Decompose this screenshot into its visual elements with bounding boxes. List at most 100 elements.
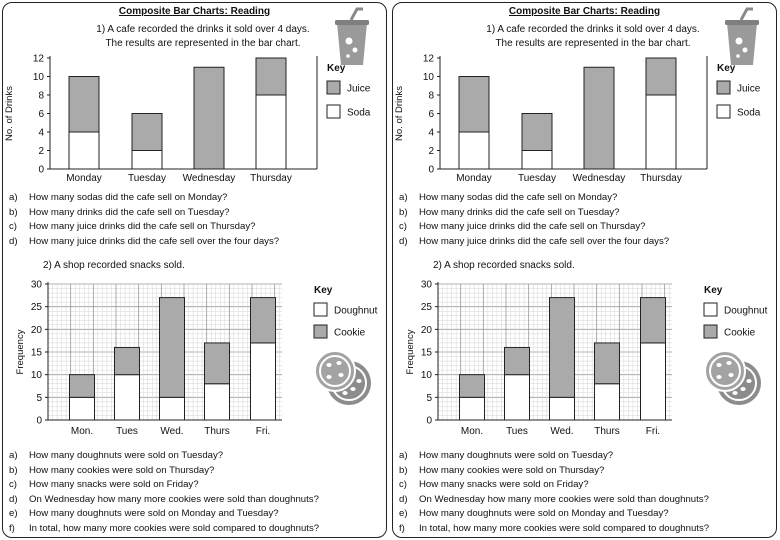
- q1-question: b) How many drinks did the cafe sell on T…: [399, 206, 620, 218]
- bar-doughnut: [549, 396, 575, 421]
- cup-body: [727, 23, 757, 65]
- q2-question-list: a) How many doughnuts were sold on Tuesda…: [9, 449, 319, 537]
- legend-swatch: [703, 302, 718, 317]
- cup-body: [337, 23, 367, 65]
- q1-intro-line2: The results are represented in the bar c…: [495, 38, 691, 49]
- q2-question: d) On Wednesday how many more cookies wer…: [399, 493, 709, 505]
- q1-intro: 1) A cafe recorded the drinks it sold ov…: [53, 23, 353, 51]
- drink-cup-icon: [335, 7, 369, 65]
- legend-swatch: [716, 104, 731, 119]
- q2-question: a) How many doughnuts were sold on Tuesda…: [399, 450, 614, 461]
- cup-bubble: [345, 37, 353, 45]
- y-tick-label: 25: [31, 302, 43, 313]
- bar-cookie: [594, 342, 620, 385]
- q1-question: c) How many juice drinks did the cafe sel…: [399, 221, 646, 233]
- cookie-chip: [342, 391, 348, 395]
- cup-lid: [725, 20, 759, 25]
- cookie-chip: [728, 373, 734, 377]
- y-tick-label: 2: [38, 146, 44, 157]
- q1-question: c) How many juice drinks did the cafe sel…: [9, 221, 256, 233]
- y-tick-label: 30: [31, 280, 43, 291]
- cookie-chip: [336, 361, 342, 365]
- cookie-chip: [356, 379, 362, 383]
- y-tick-label: 0: [36, 416, 42, 427]
- y-tick-label: 10: [421, 370, 433, 381]
- legend-label: Cookie: [724, 328, 756, 339]
- bar-cookie: [250, 297, 276, 344]
- cup-bubble: [742, 47, 748, 53]
- legend-swatch: [326, 104, 341, 119]
- cookie-chip: [338, 373, 344, 377]
- x-category-label: Wed.: [550, 426, 573, 437]
- x-category-label: Tuesday: [518, 173, 556, 184]
- cup-straw: [349, 7, 363, 21]
- y-axis-label: Frequency: [15, 329, 26, 374]
- y-tick-label: 0: [426, 416, 432, 427]
- bar-juice: [68, 76, 100, 133]
- x-category-label: Tuesday: [128, 173, 166, 184]
- x-category-label: Mon.: [71, 426, 93, 437]
- bar-cookie: [114, 346, 140, 376]
- y-tick-label: 10: [423, 72, 435, 83]
- cup-bubble: [346, 54, 350, 58]
- y-tick-label: 15: [31, 348, 43, 359]
- bar-doughnut: [594, 383, 620, 421]
- x-category-label: Tues: [116, 426, 138, 437]
- q1-intro-line2: The results are represented in the bar c…: [105, 38, 301, 49]
- worksheet-panel-right: Composite Bar Charts: Reading 1) A cafe …: [392, 2, 777, 538]
- y-axis-label: No. of Drinks: [4, 86, 15, 141]
- x-category-label: Monday: [456, 173, 492, 184]
- cookie-chip: [746, 379, 752, 383]
- bar-cookie: [549, 297, 575, 398]
- y-axis-label: No. of Drinks: [394, 86, 405, 141]
- y-tick-label: 20: [421, 325, 433, 336]
- y-tick-label: 12: [33, 54, 45, 65]
- x-category-label: Thursday: [250, 173, 292, 184]
- x-category-label: Fri.: [256, 426, 270, 437]
- y-tick-label: 15: [421, 348, 433, 359]
- legend-label: Doughnut: [724, 306, 768, 317]
- q2-intro: 2) A shop recorded snacks sold.: [433, 260, 575, 271]
- cookie-rim: [709, 355, 741, 387]
- q2-question: f) In total, how many more cookies were s…: [9, 522, 320, 534]
- y-tick-label: 12: [423, 54, 435, 65]
- drinks-chart: 0 2 4 6 8 10 12 No. of Drinks Monday Tuesday Wedne…: [4, 7, 371, 184]
- y-tick-label: 0: [38, 165, 44, 176]
- x-category-label: Fri.: [646, 426, 660, 437]
- legend-title: Key: [314, 285, 333, 296]
- bar-doughnut: [114, 374, 140, 421]
- y-tick-label: 6: [38, 109, 44, 120]
- x-category-label: Mon.: [461, 426, 483, 437]
- q1-intro-line1: 1) A cafe recorded the drinks it sold ov…: [486, 24, 700, 35]
- y-tick-label: 4: [38, 128, 44, 139]
- cookie-chip: [740, 387, 746, 391]
- legend-label: Soda: [737, 108, 761, 119]
- y-tick-label: 8: [38, 91, 44, 102]
- q1-intro: 1) A cafe recorded the drinks it sold ov…: [443, 23, 743, 51]
- cup-bubble: [736, 54, 740, 58]
- q2-question: b) How many cookies were sold on Thursday…: [9, 464, 215, 476]
- q2-intro: 2) A shop recorded snacks sold.: [43, 260, 185, 271]
- legend-label: Cookie: [334, 328, 366, 339]
- bar-juice: [645, 57, 677, 96]
- bar-cookie: [504, 346, 530, 376]
- bar-cookie: [69, 374, 95, 398]
- drink-cup-icon: [725, 7, 759, 65]
- cup-lid: [335, 20, 369, 25]
- bar-juice: [521, 113, 553, 151]
- drinks-chart: 0 2 4 6 8 10 12 No. of Drinks Monday Tuesday Wedne…: [394, 7, 761, 184]
- bar-juice: [458, 76, 490, 133]
- snacks-chart: 0 5 10 15 20 25 30 Frequency Mon. Tues Wed. Thurs Fr…: [405, 280, 768, 438]
- cookie-rim: [319, 355, 351, 387]
- y-tick-label: 10: [31, 370, 43, 381]
- y-tick-label: 25: [421, 302, 433, 313]
- q1-question-list: a) How many sodas did the cafe sell on Mo…: [9, 191, 279, 249]
- y-tick-label: 4: [428, 128, 434, 139]
- q1-question: a) How many sodas did the cafe sell on Mo…: [9, 192, 228, 203]
- legend-label: Soda: [347, 108, 371, 119]
- cup-bubble: [352, 47, 358, 53]
- y-tick-label: 5: [36, 393, 42, 404]
- q1-question-list: a) How many sodas did the cafe sell on Mo…: [399, 191, 669, 249]
- bar-juice: [193, 66, 225, 170]
- bar-doughnut: [250, 342, 276, 421]
